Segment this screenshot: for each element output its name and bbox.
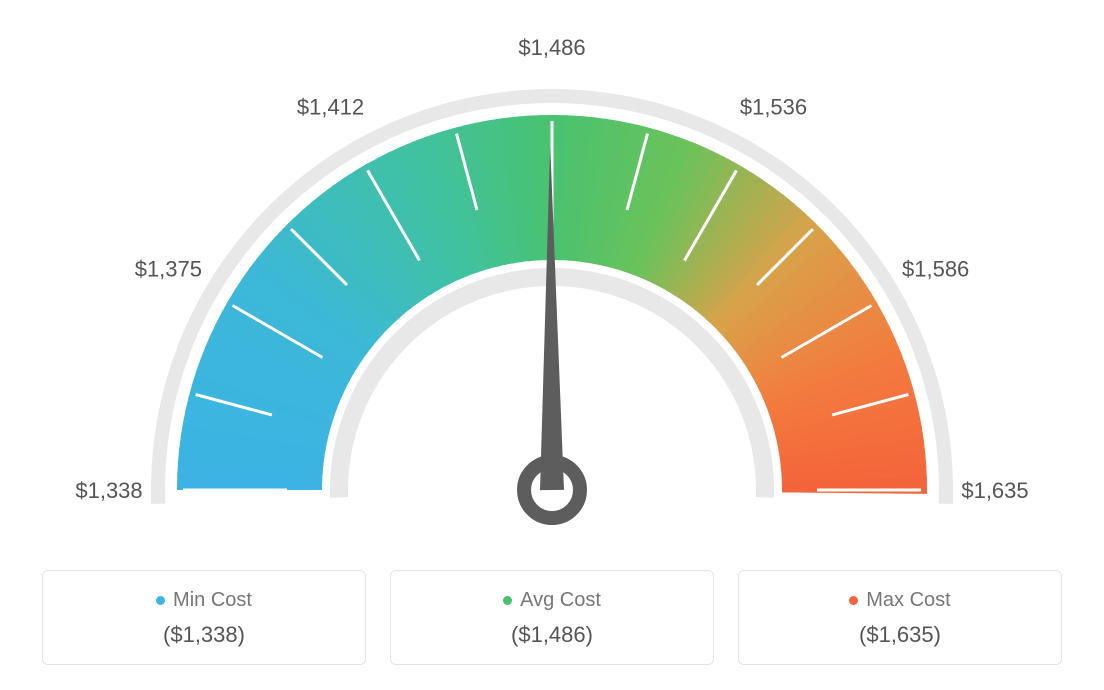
avg-dot	[503, 596, 512, 605]
avg-label: Avg Cost	[520, 589, 601, 612]
gauge-tick-label: $1,338	[75, 478, 142, 503]
gauge-tick-label: $1,486	[518, 35, 585, 60]
avg-value: ($1,486)	[401, 622, 703, 648]
gauge-tick-label: $1,412	[297, 94, 364, 119]
max-cost-card: Max Cost ($1,635)	[738, 570, 1062, 665]
max-value: ($1,635)	[749, 622, 1051, 648]
min-dot	[156, 596, 165, 605]
legend-cards: Min Cost ($1,338) Avg Cost ($1,486) Max …	[42, 570, 1062, 665]
max-dot	[849, 596, 858, 605]
gauge-tick-label: $1,635	[961, 478, 1028, 503]
max-label: Max Cost	[866, 589, 950, 612]
min-cost-card: Min Cost ($1,338)	[42, 570, 366, 665]
gauge-tick-label: $1,375	[135, 257, 202, 282]
gauge-tick-label: $1,586	[902, 257, 969, 282]
gauge-chart: $1,338 $1,375 $1,412 $1,486 $1,536 $1,586 $1,6…	[40, 20, 1064, 540]
min-label: Min Cost	[173, 589, 252, 612]
min-value: ($1,338)	[53, 622, 355, 648]
gauge-svg: $1,338 $1,375 $1,412 $1,486 $1,536 $1,586 $1,6…	[42, 20, 1062, 540]
gauge-tick-label: $1,536	[740, 94, 807, 119]
avg-cost-card: Avg Cost ($1,486)	[390, 570, 714, 665]
